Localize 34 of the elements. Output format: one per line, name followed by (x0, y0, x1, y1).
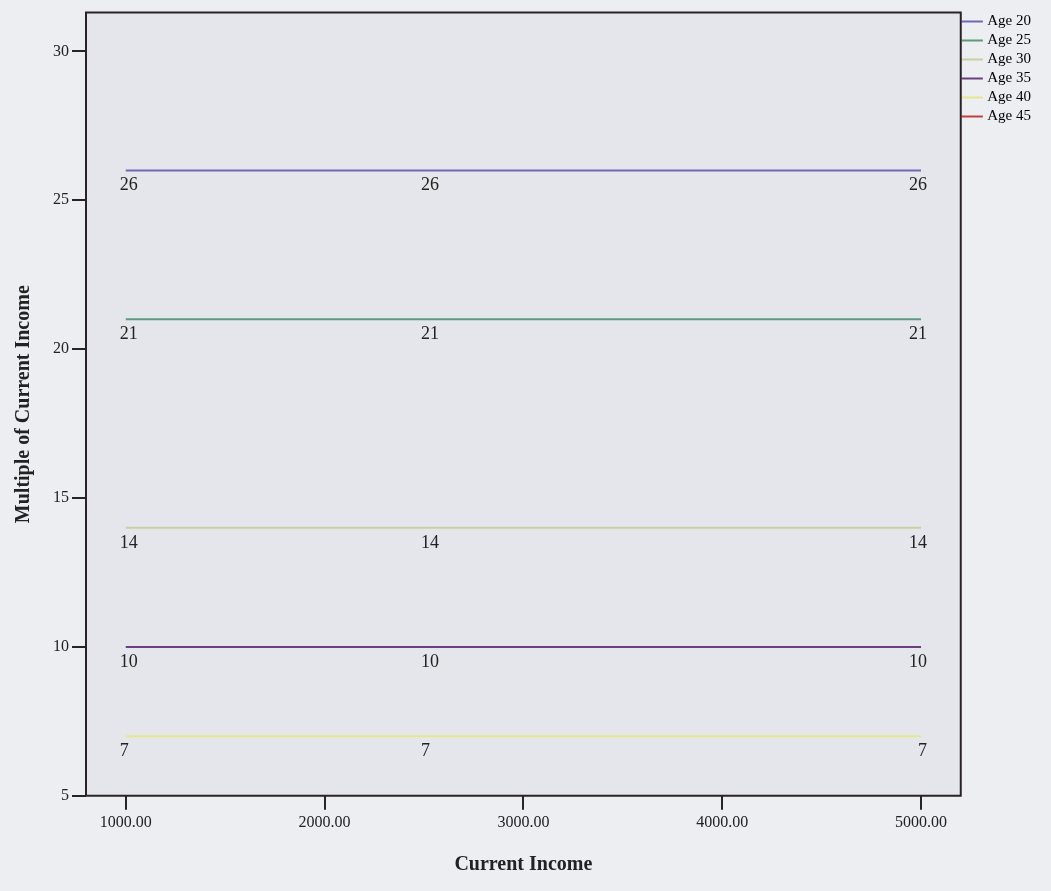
y-tick-label: 30 (53, 41, 69, 59)
data-label: 10 (909, 650, 927, 671)
data-label: 26 (420, 174, 439, 195)
y-axis-title: Multiple of Current Income (11, 285, 35, 524)
legend-label: Age 35 (987, 69, 1032, 86)
data-label: 7 (918, 739, 927, 760)
y-tick-label: 25 (53, 190, 69, 208)
legend-label: Age 20 (987, 12, 1032, 29)
y-tick-label: 20 (53, 339, 69, 357)
legend-label: Age 40 (987, 88, 1032, 105)
x-tick-label: 1000.00 (99, 812, 152, 830)
data-label: 10 (420, 650, 439, 671)
data-label: 14 (119, 531, 138, 552)
y-tick-label: 5 (61, 786, 69, 803)
data-label: 7 (420, 739, 430, 760)
data-label: 26 (909, 174, 927, 195)
x-tick-label: 3000.00 (497, 812, 550, 830)
data-label: 14 (420, 531, 439, 552)
legend-label: Age 30 (987, 50, 1032, 67)
y-tick-label: 10 (53, 637, 69, 655)
legend-label: Age 25 (987, 31, 1032, 48)
data-label: 14 (909, 531, 927, 552)
data-label: 21 (420, 323, 439, 344)
data-label: 21 (119, 323, 138, 344)
legend-label: Age 45 (987, 107, 1032, 124)
data-label: 26 (119, 174, 138, 195)
y-tick-label: 15 (53, 488, 69, 506)
data-label: 7 (119, 739, 129, 760)
x-axis-title: Current Income (454, 852, 593, 875)
data-label: 10 (119, 650, 138, 671)
x-tick-label: 2000.00 (298, 812, 351, 830)
data-label: 21 (909, 323, 927, 344)
x-tick-label: 4000.00 (696, 812, 749, 830)
x-tick-label: 5000.00 (895, 812, 947, 830)
